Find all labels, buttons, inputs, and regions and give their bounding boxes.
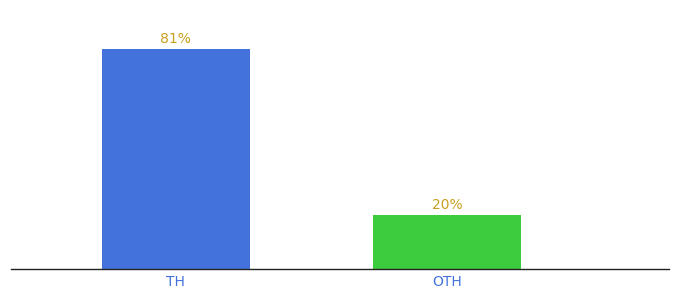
Text: 81%: 81% <box>160 32 191 46</box>
Text: 20%: 20% <box>432 198 462 212</box>
Bar <box>101 49 250 269</box>
Bar <box>373 215 521 269</box>
